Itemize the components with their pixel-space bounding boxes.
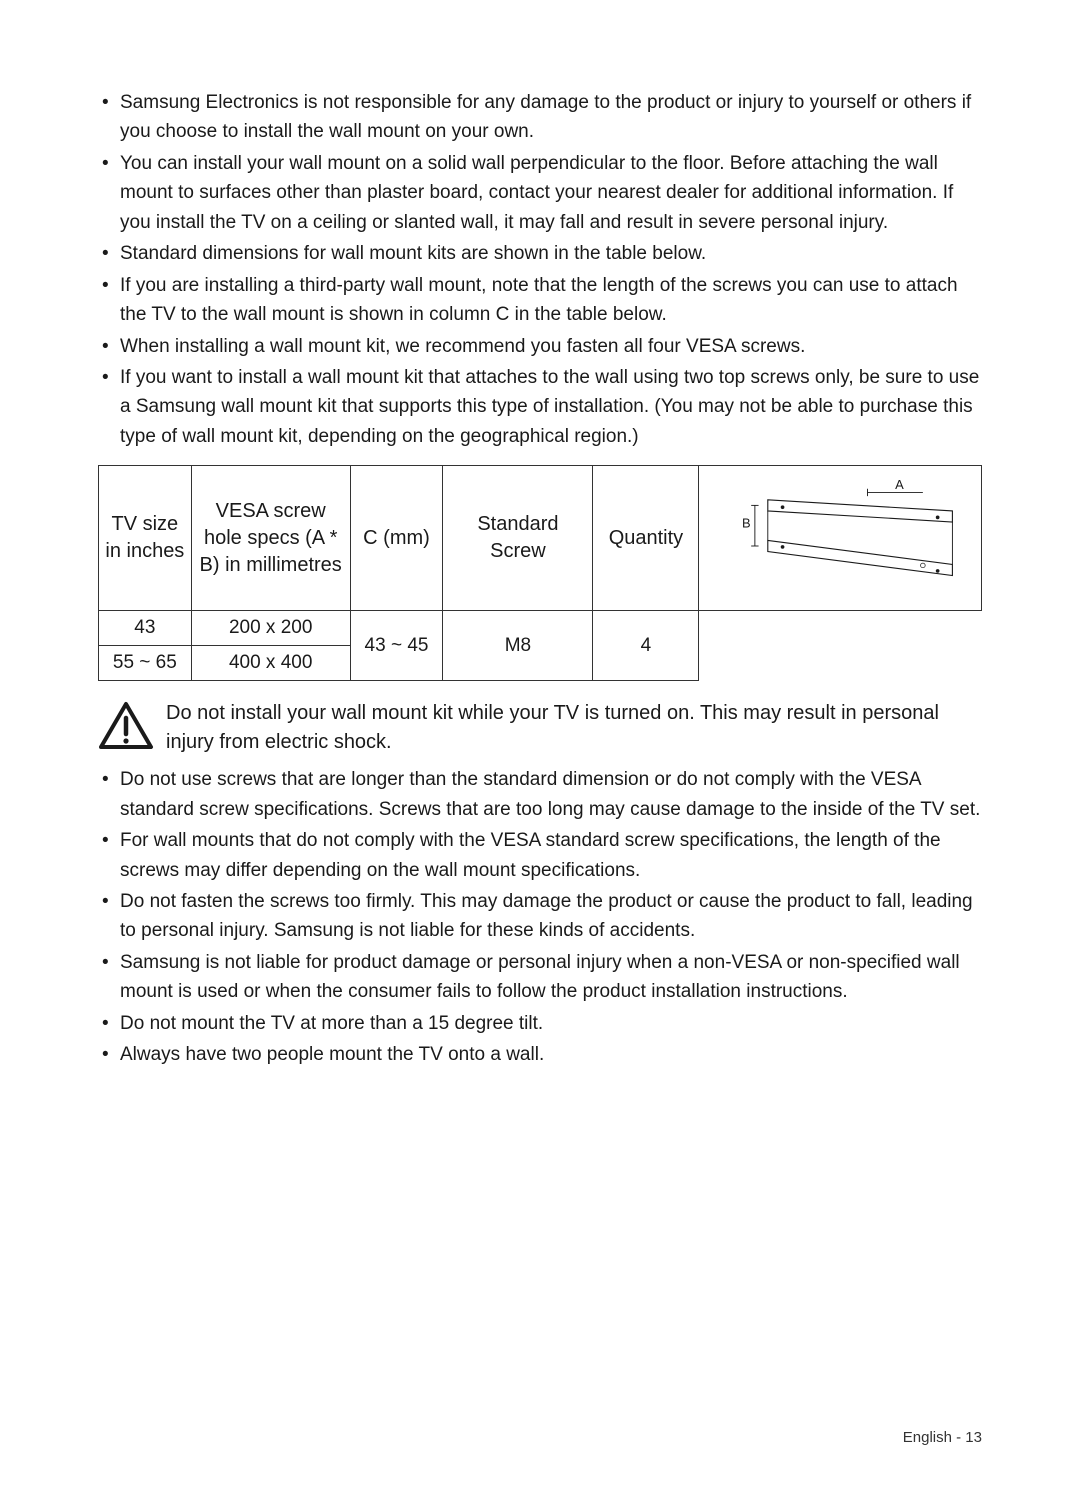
table-cell-vesa: 200 x 200 [191,611,350,646]
diagram-label-a: A [896,477,905,492]
list-item: Always have two people mount the TV onto… [98,1040,982,1069]
table-header-qty: Quantity [593,466,699,611]
table-cell-tv: 55 ~ 65 [99,646,192,681]
list-item: You can install your wall mount on a sol… [98,149,982,237]
warning-block: Do not install your wall mount kit while… [98,699,982,757]
list-item: Do not use screws that are longer than t… [98,765,982,824]
list-item: Do not mount the TV at more than a 15 de… [98,1009,982,1038]
table-cell-qty: 4 [593,611,699,681]
list-item: When installing a wall mount kit, we rec… [98,332,982,361]
table-header-tv: TV size in inches [99,466,192,611]
diagram-label-b: B [742,516,751,531]
list-item: Samsung is not liable for product damage… [98,948,982,1007]
list-item: If you want to install a wall mount kit … [98,363,982,451]
page-footer: English - 13 [903,1429,982,1446]
table-diagram-cell: A B [699,466,982,611]
list-item: Samsung Electronics is not responsible f… [98,88,982,147]
warning-triangle-icon [98,701,154,751]
bracket-diagram-icon: A B [707,474,973,594]
vesa-spec-table: TV size in inches VESA screw hole specs … [98,465,982,681]
table-cell-tv: 43 [99,611,192,646]
list-item: Standard dimensions for wall mount kits … [98,239,982,268]
table-cell-c: 43 ~ 45 [350,611,443,681]
table-header-screw: Standard Screw [443,466,593,611]
warning-text: Do not install your wall mount kit while… [166,699,982,757]
table-row: 43 200 x 200 43 ~ 45 M8 4 [99,611,982,646]
bottom-bullet-list: Do not use screws that are longer than t… [98,765,982,1069]
list-item: For wall mounts that do not comply with … [98,826,982,885]
table-header-vesa: VESA screw hole specs (A * B) in millime… [191,466,350,611]
list-item: Do not fasten the screws too firmly. Thi… [98,887,982,946]
table-cell-vesa: 400 x 400 [191,646,350,681]
table-header-c: C (mm) [350,466,443,611]
top-bullet-list: Samsung Electronics is not responsible f… [98,88,982,451]
list-item: If you are installing a third-party wall… [98,271,982,330]
table-cell-screw: M8 [443,611,593,681]
